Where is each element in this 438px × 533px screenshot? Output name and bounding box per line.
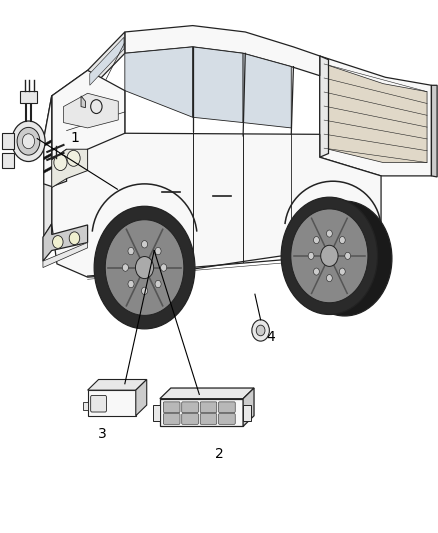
- Polygon shape: [243, 405, 251, 421]
- Circle shape: [161, 264, 167, 271]
- Circle shape: [122, 264, 128, 271]
- Circle shape: [12, 121, 45, 161]
- Polygon shape: [160, 399, 243, 426]
- Polygon shape: [193, 47, 243, 123]
- FancyBboxPatch shape: [182, 414, 198, 424]
- Circle shape: [345, 252, 350, 260]
- FancyBboxPatch shape: [20, 91, 37, 103]
- FancyBboxPatch shape: [2, 153, 14, 168]
- Polygon shape: [90, 37, 124, 85]
- Text: 4: 4: [266, 330, 275, 344]
- Circle shape: [252, 320, 269, 341]
- Circle shape: [67, 150, 80, 166]
- Text: 1: 1: [71, 131, 80, 144]
- Polygon shape: [52, 70, 381, 277]
- FancyBboxPatch shape: [91, 395, 106, 412]
- FancyBboxPatch shape: [163, 402, 180, 413]
- FancyBboxPatch shape: [182, 402, 198, 413]
- Polygon shape: [160, 388, 254, 399]
- Circle shape: [308, 252, 314, 260]
- Text: 3: 3: [98, 427, 106, 441]
- Polygon shape: [43, 243, 88, 268]
- Polygon shape: [44, 140, 52, 147]
- Circle shape: [53, 236, 63, 248]
- Circle shape: [141, 240, 148, 248]
- Polygon shape: [44, 153, 52, 160]
- Circle shape: [105, 220, 184, 316]
- Polygon shape: [125, 26, 320, 76]
- Polygon shape: [136, 379, 147, 416]
- Circle shape: [17, 127, 40, 155]
- Polygon shape: [52, 70, 125, 165]
- Circle shape: [22, 134, 35, 149]
- FancyBboxPatch shape: [2, 133, 14, 149]
- FancyBboxPatch shape: [163, 414, 180, 424]
- Circle shape: [314, 268, 319, 275]
- FancyBboxPatch shape: [219, 414, 235, 424]
- Circle shape: [69, 232, 80, 245]
- Circle shape: [339, 237, 345, 244]
- FancyBboxPatch shape: [219, 402, 235, 413]
- Circle shape: [314, 237, 319, 244]
- Polygon shape: [153, 405, 160, 421]
- Circle shape: [91, 100, 102, 114]
- Circle shape: [141, 287, 148, 295]
- Circle shape: [297, 201, 392, 316]
- Polygon shape: [44, 166, 52, 173]
- Polygon shape: [320, 56, 431, 176]
- Polygon shape: [44, 96, 52, 237]
- Polygon shape: [44, 96, 67, 187]
- Polygon shape: [324, 64, 427, 163]
- Polygon shape: [52, 149, 88, 188]
- FancyBboxPatch shape: [200, 402, 217, 413]
- Circle shape: [54, 155, 67, 171]
- Circle shape: [94, 206, 195, 329]
- Polygon shape: [320, 56, 328, 157]
- Circle shape: [256, 325, 265, 336]
- Circle shape: [321, 245, 338, 266]
- Circle shape: [291, 209, 368, 303]
- Circle shape: [326, 274, 332, 281]
- Polygon shape: [83, 402, 88, 410]
- Polygon shape: [81, 96, 85, 108]
- Polygon shape: [88, 379, 147, 390]
- Circle shape: [326, 230, 332, 237]
- Polygon shape: [64, 93, 118, 128]
- Polygon shape: [88, 32, 125, 92]
- Circle shape: [339, 268, 345, 275]
- Circle shape: [155, 247, 161, 255]
- Circle shape: [128, 280, 134, 288]
- Circle shape: [155, 280, 161, 288]
- Circle shape: [128, 247, 134, 255]
- Polygon shape: [43, 224, 88, 261]
- Text: 2: 2: [215, 447, 223, 461]
- Polygon shape: [125, 47, 193, 117]
- Circle shape: [135, 256, 154, 279]
- Polygon shape: [431, 85, 437, 177]
- Polygon shape: [88, 390, 136, 416]
- Polygon shape: [243, 53, 291, 128]
- FancyBboxPatch shape: [200, 414, 217, 424]
- Circle shape: [281, 197, 378, 314]
- Polygon shape: [243, 388, 254, 426]
